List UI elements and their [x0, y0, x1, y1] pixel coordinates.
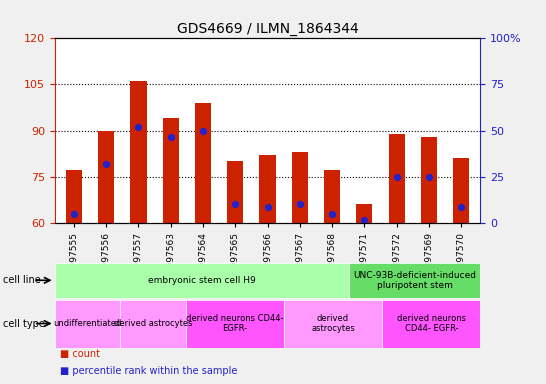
Bar [453, 158, 469, 223]
Bar [356, 204, 372, 223]
Bar [186, 300, 284, 348]
Text: derived
astrocytes: derived astrocytes [311, 314, 355, 333]
Point [199, 127, 207, 134]
Text: embryonic stem cell H9: embryonic stem cell H9 [148, 276, 256, 285]
Bar [349, 263, 480, 298]
Bar [284, 300, 382, 348]
Text: cell type: cell type [3, 318, 45, 329]
Text: derived neurons
CD44- EGFR-: derived neurons CD44- EGFR- [397, 314, 466, 333]
Bar [120, 300, 186, 348]
Bar [259, 155, 276, 223]
Point [102, 161, 111, 167]
Point [231, 201, 240, 207]
Point [69, 210, 78, 217]
Bar [389, 134, 405, 223]
Point [424, 174, 433, 180]
Bar [130, 81, 146, 223]
Text: derived astrocytes: derived astrocytes [114, 319, 192, 328]
Text: derived neurons CD44-
EGFR-: derived neurons CD44- EGFR- [186, 314, 283, 333]
Bar [66, 170, 82, 223]
Point [295, 201, 304, 207]
Text: ■ percentile rank within the sample: ■ percentile rank within the sample [60, 366, 238, 376]
Point [134, 124, 143, 131]
Text: cell line: cell line [3, 275, 40, 285]
Bar [227, 161, 244, 223]
Bar [55, 300, 120, 348]
Point [392, 174, 401, 180]
Text: undifferentiated: undifferentiated [53, 319, 122, 328]
Bar [324, 170, 340, 223]
Title: GDS4669 / ILMN_1864344: GDS4669 / ILMN_1864344 [177, 22, 358, 36]
Point [457, 204, 466, 210]
Point [360, 217, 369, 223]
Text: ■ count: ■ count [60, 349, 100, 359]
Text: UNC-93B-deficient-induced
pluripotent stem: UNC-93B-deficient-induced pluripotent st… [353, 271, 477, 290]
Bar [98, 131, 114, 223]
Bar [292, 152, 308, 223]
Point [167, 134, 175, 140]
Bar [382, 300, 480, 348]
Bar [421, 137, 437, 223]
Bar [163, 118, 179, 223]
Bar [195, 103, 211, 223]
Bar [55, 263, 349, 298]
Point [328, 210, 336, 217]
Point [263, 204, 272, 210]
